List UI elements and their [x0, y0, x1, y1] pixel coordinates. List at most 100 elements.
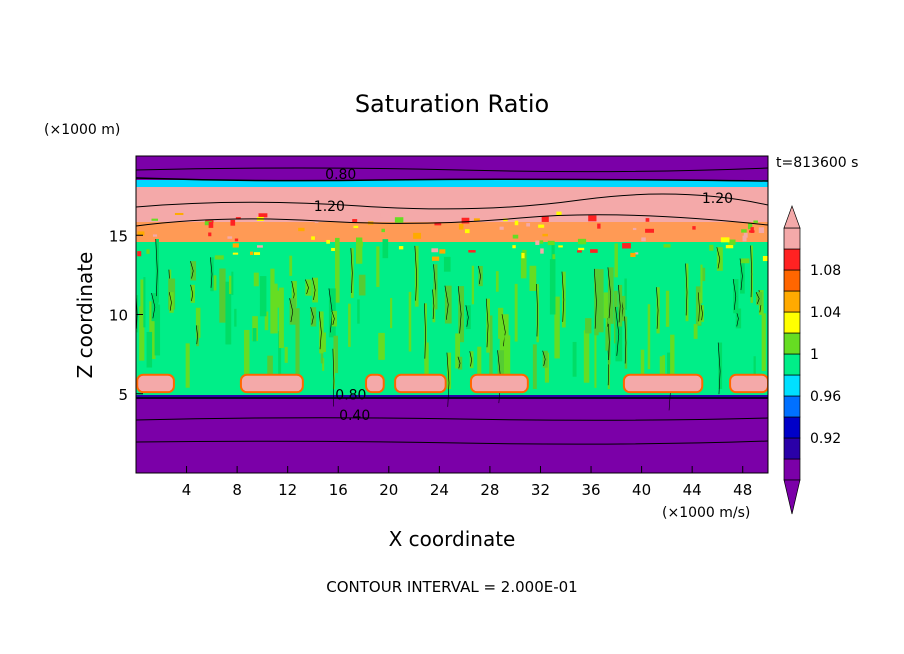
- cloud-streak-133: [267, 355, 273, 388]
- contour-labels: 0.80 1.20 1.20 0.80 0.40: [314, 167, 733, 424]
- cloud-streak-11: [219, 268, 226, 323]
- colorbar-swatch-2: [783, 416, 801, 439]
- cloud-streak-34: [514, 283, 518, 342]
- speckle-57: [381, 228, 385, 233]
- cloud-streak-62: [278, 331, 282, 382]
- lens-4: [469, 373, 529, 394]
- cloud-streak-61: [408, 291, 412, 352]
- cloud-streak-81: [489, 335, 493, 379]
- cloud-streak-73: [322, 358, 325, 371]
- cloud-streak-107: [455, 333, 461, 369]
- cloud-streak-75: [154, 304, 161, 356]
- lens-5: [622, 373, 704, 394]
- speckle-37: [622, 243, 631, 249]
- x-tick-label-9: 40: [632, 481, 651, 499]
- speckle-71: [352, 219, 358, 222]
- cloud-streak-80: [659, 356, 663, 389]
- cloud-streak-25: [477, 346, 482, 388]
- cloud-contour-93: [716, 247, 721, 269]
- speckle-50: [692, 226, 696, 230]
- speckle-86: [742, 235, 747, 242]
- cloud-streak-147: [378, 332, 385, 360]
- cloud-streak-119: [357, 299, 360, 324]
- speckle-73: [151, 218, 159, 221]
- cloud-streak-116: [270, 268, 275, 334]
- y-axis-ticks: 5 10 15: [109, 227, 143, 404]
- cloud-streak-103: [598, 269, 604, 333]
- speckle-17: [540, 248, 544, 254]
- cloud-streak-42: [358, 274, 366, 296]
- speckle-88: [577, 238, 587, 245]
- cloud-contour-146: [624, 316, 627, 364]
- cloud-streak-94: [670, 334, 675, 389]
- cloud-contour-83: [432, 289, 435, 320]
- cloud-contour-137: [607, 267, 612, 319]
- lens-6: [729, 373, 768, 394]
- contour-mid-1: [136, 214, 768, 227]
- cloud-streak-131: [284, 346, 288, 363]
- speckle-7: [431, 256, 440, 261]
- cloud-streak-14: [140, 279, 145, 324]
- cloud-streak-132: [143, 277, 146, 328]
- speckle-59: [645, 218, 650, 222]
- cloud-streak-138: [605, 326, 609, 351]
- colorbar-swatch-7: [783, 311, 801, 334]
- x-tick-label-7: 32: [531, 481, 550, 499]
- y-tick-label-0: 5: [118, 386, 128, 404]
- layer-lower-dry: [136, 397, 768, 473]
- cloud-streak-1: [185, 343, 190, 388]
- speckle-26: [331, 247, 335, 252]
- speckle-18: [358, 241, 364, 247]
- cloud-streak-24: [253, 272, 259, 287]
- x-tick-label-4: 20: [379, 481, 398, 499]
- speckle-28: [232, 252, 239, 255]
- contour-lines: [136, 167, 768, 445]
- colorbar-swatch-10: [783, 248, 801, 271]
- speckle-61: [542, 233, 548, 237]
- cloud-contour-101: [501, 314, 506, 347]
- cloud-streak-40: [532, 344, 537, 389]
- cloud-contour-129: [457, 356, 461, 369]
- speckle-2: [227, 236, 233, 239]
- x-axis-label: X coordinate: [389, 527, 516, 551]
- speckle-25: [521, 252, 525, 259]
- speckle-74: [468, 250, 476, 253]
- cloud-streak-91: [594, 322, 597, 388]
- contour-top-1: [136, 167, 768, 173]
- cloud-contour-99: [732, 279, 737, 310]
- layer-upper-mixed: [136, 220, 768, 242]
- cloud-streak-65: [146, 331, 153, 368]
- cloud-contour-124: [446, 352, 450, 407]
- speckle-19: [146, 249, 150, 254]
- speckle-84: [750, 227, 754, 233]
- cloud-streak-111: [662, 355, 666, 377]
- cloud-streak-79: [332, 348, 335, 389]
- cloud-contour-49: [168, 292, 172, 311]
- cloud-contour-50: [465, 305, 469, 327]
- cloud-streak-67: [572, 341, 577, 377]
- layer-upper-boundary: [136, 178, 768, 187]
- speckle-15: [590, 249, 598, 253]
- cloud-streak-88: [471, 265, 475, 305]
- contour-label-4: 0.40: [339, 408, 370, 424]
- cloud-contour-98: [210, 257, 213, 288]
- speckle-39: [174, 212, 184, 215]
- colorbar-swatch-8: [783, 290, 801, 313]
- cloud-streak-69: [376, 246, 380, 287]
- cloud-contour-110: [444, 285, 449, 320]
- cloud-streak-124: [446, 352, 452, 389]
- cloud-streak-84: [289, 255, 293, 276]
- cloud-streak-36: [390, 297, 393, 329]
- cloud-streak-76: [556, 321, 560, 335]
- cloud-streak-136: [244, 329, 250, 384]
- speckle-87: [749, 230, 755, 233]
- cloud-streak-92: [753, 356, 756, 383]
- speckle-64: [762, 255, 768, 262]
- speckle-47: [634, 252, 639, 255]
- speckle-79: [473, 218, 480, 221]
- cloud-contour-145: [289, 298, 294, 323]
- colorbar-label-3: 1.04: [810, 305, 841, 321]
- cloud-streak-32: [335, 237, 340, 303]
- cloud-contour-54: [331, 310, 335, 325]
- cloud-streak-128: [497, 350, 504, 389]
